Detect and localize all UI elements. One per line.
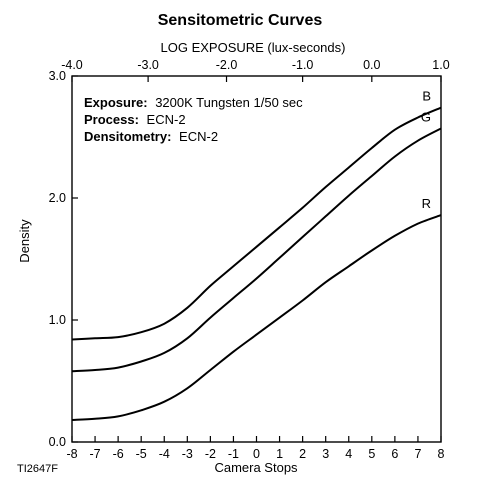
top-tick-label: -3.0 — [137, 58, 159, 72]
bottom-tick-label: 3 — [322, 447, 329, 461]
bottom-tick-label: 8 — [438, 447, 445, 461]
bottom-tick-label: -7 — [90, 447, 101, 461]
series-lines: BG R — [71, 89, 442, 421]
info-block: Exposure: 3200K Tungsten 1/50 sec Proces… — [84, 95, 303, 144]
process-line: Process: ECN-2 — [84, 112, 186, 127]
exposure-value: 3200K Tungsten 1/50 sec — [155, 95, 303, 110]
chart-title: Sensitometric Curves — [158, 12, 323, 29]
top-tick-label: 0.0 — [363, 58, 380, 72]
process-value: ECN-2 — [147, 112, 186, 127]
exposure-label: Exposure: — [84, 95, 148, 110]
left-tick-label: 1.0 — [49, 313, 66, 327]
y-axis-label: Density — [17, 219, 32, 263]
densitometry-value: ECN-2 — [179, 129, 218, 144]
bottom-tick-label: 4 — [345, 447, 352, 461]
bottom-tick-label: -6 — [113, 447, 124, 461]
bottom-tick-label: 2 — [299, 447, 306, 461]
top-tick-label: -2.0 — [216, 58, 238, 72]
bottom-axis-ticks: -8 -7 -6 -5 -4 -3 -2 -1 0 1 2 3 4 5 6 7 8 — [66, 436, 445, 461]
bottom-tick-label: -8 — [66, 447, 77, 461]
left-axis-ticks: 0.0 1.0 2.0 3.0 — [49, 69, 78, 449]
top-tick-label: -4.0 — [61, 58, 83, 72]
bottom-tick-label: -1 — [228, 447, 239, 461]
densitometry-line: Densitometry: ECN-2 — [84, 129, 218, 144]
densitometry-label: Densitometry: — [84, 129, 171, 144]
x-axis-label: Camera Stops — [214, 460, 298, 475]
bottom-tick-label: 5 — [368, 447, 375, 461]
bottom-tick-label: -2 — [205, 447, 216, 461]
left-tick-label: 3.0 — [49, 69, 66, 83]
series-line-b — [71, 106, 442, 341]
figure-code: TI2647F — [17, 463, 58, 475]
series-label-b: B — [422, 89, 431, 104]
series-label-g: G — [421, 109, 431, 124]
left-tick-label: 2.0 — [49, 191, 66, 205]
top-axis-label: LOG EXPOSURE (lux-seconds) — [161, 40, 346, 55]
series-line-r — [71, 214, 442, 421]
bottom-tick-label: 1 — [276, 447, 283, 461]
bottom-tick-label: -4 — [159, 447, 170, 461]
bottom-tick-label: -5 — [136, 447, 147, 461]
bottom-tick-label: 0 — [253, 447, 260, 461]
left-tick-label: 0.0 — [49, 435, 66, 449]
series-label-r: R — [422, 196, 431, 211]
process-label: Process: — [84, 112, 139, 127]
bottom-tick-label: 6 — [391, 447, 398, 461]
exposure-line: Exposure: 3200K Tungsten 1/50 sec — [84, 95, 303, 110]
bottom-tick-label: -3 — [182, 447, 193, 461]
series-line-g — [71, 127, 442, 373]
bottom-tick-label: 7 — [414, 447, 421, 461]
top-axis-ticks: -4.0 -3.0 -2.0 -1.0 0.0 1.0 — [61, 58, 450, 82]
top-tick-label: -1.0 — [292, 58, 314, 72]
top-tick-label: 1.0 — [432, 58, 449, 72]
